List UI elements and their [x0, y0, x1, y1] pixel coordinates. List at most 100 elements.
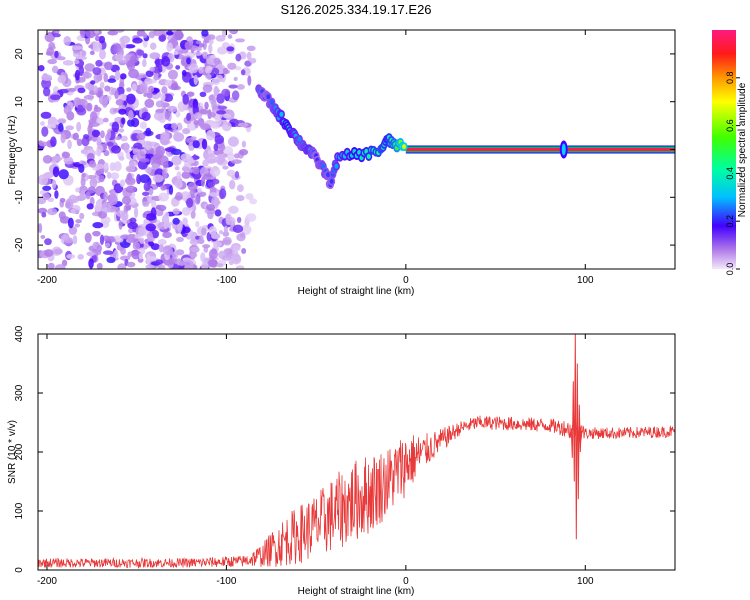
noise-blob — [208, 94, 215, 101]
noise-blob — [177, 260, 186, 266]
noise-blob — [161, 56, 171, 67]
noise-blob — [175, 110, 181, 118]
snr-y-tick-label: 400 — [14, 325, 25, 342]
noise-blob — [38, 141, 49, 147]
snr-x-ticks: -200 -100 0 100 — [37, 334, 594, 587]
noise-blob — [186, 112, 192, 122]
trace-blob — [279, 111, 284, 117]
noise-blob — [85, 191, 91, 200]
noise-blob — [106, 141, 114, 147]
noise-blob — [210, 122, 220, 128]
noise-blob — [235, 38, 245, 43]
noise-blob — [201, 261, 209, 269]
spectrogram-x-tick-label: 100 — [577, 275, 594, 286]
noise-blob — [207, 181, 216, 188]
noise-blob — [54, 190, 59, 199]
noise-blob — [93, 106, 102, 113]
noise-blob — [46, 123, 57, 129]
noise-blob — [185, 44, 193, 50]
noise-blob — [208, 226, 217, 236]
noise-blob — [78, 163, 85, 174]
noise-blob — [241, 140, 247, 148]
snr-x-tick-label: -200 — [37, 576, 57, 587]
noise-blob — [216, 263, 224, 268]
noise-blob — [172, 208, 180, 215]
noise-blob — [118, 128, 125, 133]
noise-blob — [110, 172, 120, 180]
noise-blob — [181, 206, 191, 216]
snr-x-tick-label: 100 — [577, 576, 594, 587]
noise-blob — [202, 84, 213, 93]
noise-blob — [170, 82, 179, 91]
noise-blob — [61, 151, 71, 159]
noise-blob — [131, 83, 138, 92]
noise-blob — [207, 210, 214, 220]
noise-blob — [132, 37, 143, 44]
noise-blob — [172, 217, 180, 225]
noise-blob — [76, 107, 87, 116]
noise-blob — [202, 159, 209, 167]
trace-blob — [266, 94, 271, 100]
spectrogram-x-tick-label: 0 — [403, 275, 409, 286]
noise-blob — [189, 238, 200, 246]
noise-blob — [121, 196, 132, 205]
noise-blob — [41, 74, 53, 81]
noise-blob — [132, 241, 141, 251]
noise-blob — [136, 133, 146, 141]
noise-blob — [99, 234, 105, 246]
snr-xlabel: Height of straight line (km) — [298, 586, 415, 597]
colorbar-ticks: 0.0 0.2 0.4 0.6 0.8 — [725, 72, 740, 275]
noise-blob — [87, 186, 96, 194]
noise-blob — [216, 110, 227, 115]
noise-blob — [40, 111, 52, 119]
figure-title: S126.2025.334.19.17.E26 — [280, 2, 431, 17]
noise-blob — [174, 195, 184, 200]
noise-blob — [91, 129, 101, 138]
noise-blob — [115, 237, 124, 243]
noise-blob — [153, 111, 165, 121]
noise-blob — [145, 223, 157, 232]
noise-blob — [134, 234, 142, 239]
noise-blob — [118, 108, 127, 115]
noise-blob — [50, 136, 57, 148]
noise-blob — [106, 256, 116, 264]
noise-blob — [193, 51, 202, 56]
noise-blob — [146, 167, 152, 174]
noise-blob — [231, 159, 242, 164]
noise-blob — [98, 175, 105, 183]
noise-blob — [192, 166, 200, 175]
noise-blob — [87, 125, 92, 134]
noise-blob — [181, 166, 190, 172]
noise-blob — [114, 54, 124, 61]
noise-blob — [104, 242, 111, 248]
noise-blob — [106, 128, 112, 140]
noise-blob — [177, 222, 183, 233]
noise-blob — [74, 223, 81, 228]
noise-blob — [158, 34, 166, 42]
noise-blob — [146, 92, 153, 99]
noise-blob — [113, 43, 122, 54]
noise-blob — [62, 60, 74, 66]
noise-blob — [41, 192, 51, 201]
noise-blob — [131, 250, 141, 260]
noise-blob — [126, 87, 132, 92]
noise-blob — [84, 232, 92, 243]
noise-blob — [171, 122, 178, 130]
noise-blob — [82, 71, 92, 79]
noise-blob — [127, 109, 134, 121]
noise-blob — [178, 49, 189, 54]
noise-blob — [127, 233, 133, 244]
spectrogram-x-tick-label: -100 — [216, 275, 236, 286]
noise-blob — [57, 75, 67, 84]
noise-blob — [174, 179, 183, 189]
noise-blob — [113, 161, 122, 172]
noise-blob — [202, 173, 213, 181]
noise-blob — [58, 122, 64, 132]
noise-blob — [100, 220, 110, 228]
noise-blob — [72, 235, 78, 245]
noise-blob — [73, 59, 80, 65]
noise-blob — [157, 64, 163, 73]
noise-blob — [200, 123, 210, 129]
noise-blob — [196, 46, 202, 52]
